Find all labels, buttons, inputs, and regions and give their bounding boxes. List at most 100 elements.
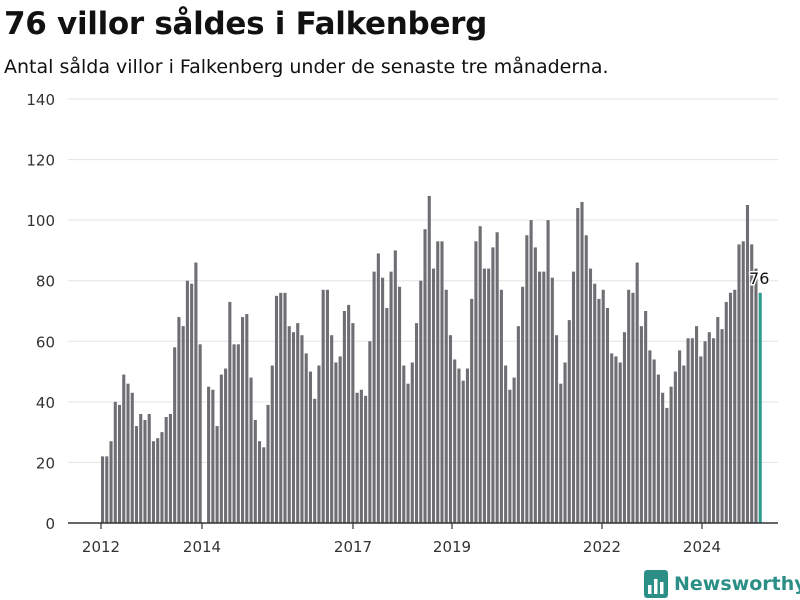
bar xyxy=(164,417,168,523)
bar xyxy=(419,280,423,523)
bar xyxy=(423,229,427,524)
bar xyxy=(707,332,711,523)
bar xyxy=(402,365,406,523)
bar xyxy=(533,247,537,523)
bar xyxy=(372,271,376,523)
bar xyxy=(270,365,274,523)
bar xyxy=(139,413,143,523)
bar xyxy=(224,368,228,523)
brand-name: Newsworthy xyxy=(674,573,800,595)
bar xyxy=(614,356,618,523)
y-tick-label: 80 xyxy=(36,273,55,291)
bar xyxy=(321,289,325,523)
bar xyxy=(249,377,253,523)
bar xyxy=(461,380,465,523)
bar xyxy=(474,241,478,523)
bar xyxy=(504,365,508,523)
bar xyxy=(444,289,448,523)
bar xyxy=(559,383,563,523)
y-tick-label: 20 xyxy=(36,454,55,472)
bar xyxy=(393,250,397,523)
bar xyxy=(571,271,576,523)
bar xyxy=(308,371,313,523)
bar xyxy=(236,344,240,523)
bar xyxy=(529,220,533,523)
y-tick-label: 40 xyxy=(36,394,55,412)
chart-subtitle: Antal sålda villor i Falkenberg under de… xyxy=(4,56,609,78)
bar xyxy=(695,326,699,523)
bar xyxy=(618,362,622,523)
bar xyxy=(253,420,257,523)
bar xyxy=(207,386,211,523)
y-tick-label: 0 xyxy=(45,515,55,533)
bar xyxy=(330,335,334,523)
bar xyxy=(173,347,177,523)
bar xyxy=(219,374,223,523)
bar xyxy=(109,441,113,523)
bar xyxy=(635,262,639,523)
bar xyxy=(631,292,635,523)
bar xyxy=(597,298,601,523)
bar xyxy=(661,392,665,523)
bar xyxy=(160,432,164,523)
bar xyxy=(368,341,372,523)
bar xyxy=(143,420,147,523)
bar xyxy=(414,323,419,523)
bar xyxy=(245,314,249,523)
bar xyxy=(185,280,189,523)
bar xyxy=(724,301,728,523)
bar xyxy=(711,338,716,523)
x-tick-label: 2017 xyxy=(334,538,372,556)
bar xyxy=(699,356,703,523)
bar xyxy=(436,241,440,523)
bar xyxy=(601,289,605,523)
x-tick-label: 2024 xyxy=(683,538,721,556)
bar xyxy=(499,289,503,523)
bar xyxy=(465,368,469,523)
bar xyxy=(652,359,656,523)
bar xyxy=(644,311,648,523)
bar xyxy=(168,413,172,523)
bar xyxy=(389,271,393,523)
bar xyxy=(448,335,453,523)
bar xyxy=(287,326,291,523)
bar xyxy=(190,283,194,523)
bar xyxy=(130,392,134,523)
y-tick-label: 120 xyxy=(26,152,55,170)
bar xyxy=(410,362,414,523)
newsworthy-logo: Newsworthy xyxy=(644,569,800,599)
bar xyxy=(105,456,109,523)
bar xyxy=(342,311,346,523)
bar xyxy=(283,292,287,523)
bar xyxy=(686,338,690,523)
bar xyxy=(639,326,643,523)
bar xyxy=(385,307,389,523)
bar xyxy=(325,289,329,523)
bar xyxy=(177,317,181,523)
bar xyxy=(427,195,431,523)
bar xyxy=(593,283,597,523)
bar xyxy=(198,344,202,523)
bar xyxy=(482,268,486,523)
bar xyxy=(512,377,516,523)
bar xyxy=(296,323,300,523)
highlight-value-label: 76 xyxy=(749,269,769,288)
bar xyxy=(733,289,737,523)
bar xyxy=(364,395,368,523)
y-tick-label: 100 xyxy=(26,212,55,230)
bar xyxy=(546,220,550,523)
bar xyxy=(665,407,669,523)
bar xyxy=(101,456,105,523)
bar xyxy=(300,335,304,523)
bar xyxy=(147,413,151,523)
bar xyxy=(440,241,444,523)
bar xyxy=(279,292,283,523)
bar xyxy=(648,350,652,523)
x-tick-label: 2014 xyxy=(183,538,221,556)
bar xyxy=(215,426,219,523)
bar xyxy=(194,262,198,523)
bar xyxy=(555,335,559,523)
bar xyxy=(211,389,215,523)
bar xyxy=(525,235,529,524)
